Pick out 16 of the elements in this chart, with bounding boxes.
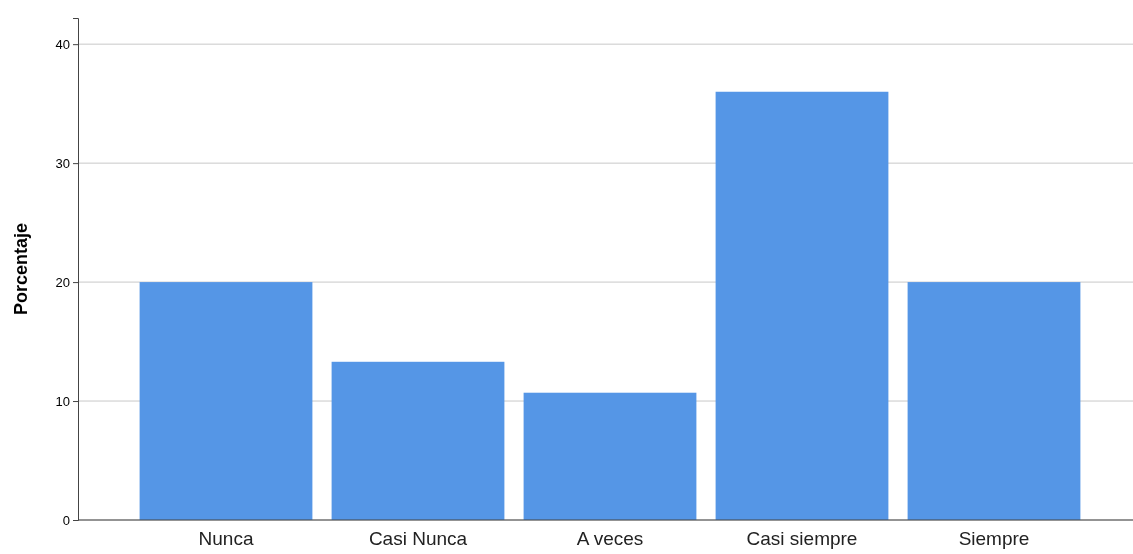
x-tick-label: Casi Nunca	[368, 528, 468, 550]
x-tick-label: Casi siempre	[746, 528, 858, 550]
y-tick-label: 0	[62, 512, 70, 528]
bar	[715, 91, 889, 520]
y-tick-label: 40	[55, 36, 70, 52]
bar	[139, 282, 313, 520]
x-tick-label: Nunca	[198, 528, 254, 550]
y-axis-title: Porcentaje	[11, 222, 31, 316]
y-tick-label: 30	[55, 155, 70, 171]
bar	[523, 392, 697, 520]
y-tick-label: 10	[55, 393, 70, 409]
bar	[331, 361, 505, 520]
bar	[907, 282, 1081, 520]
x-tick-label: A veces	[576, 528, 644, 550]
x-tick-label: Siempre	[958, 528, 1030, 550]
y-tick-label: 20	[55, 274, 70, 290]
